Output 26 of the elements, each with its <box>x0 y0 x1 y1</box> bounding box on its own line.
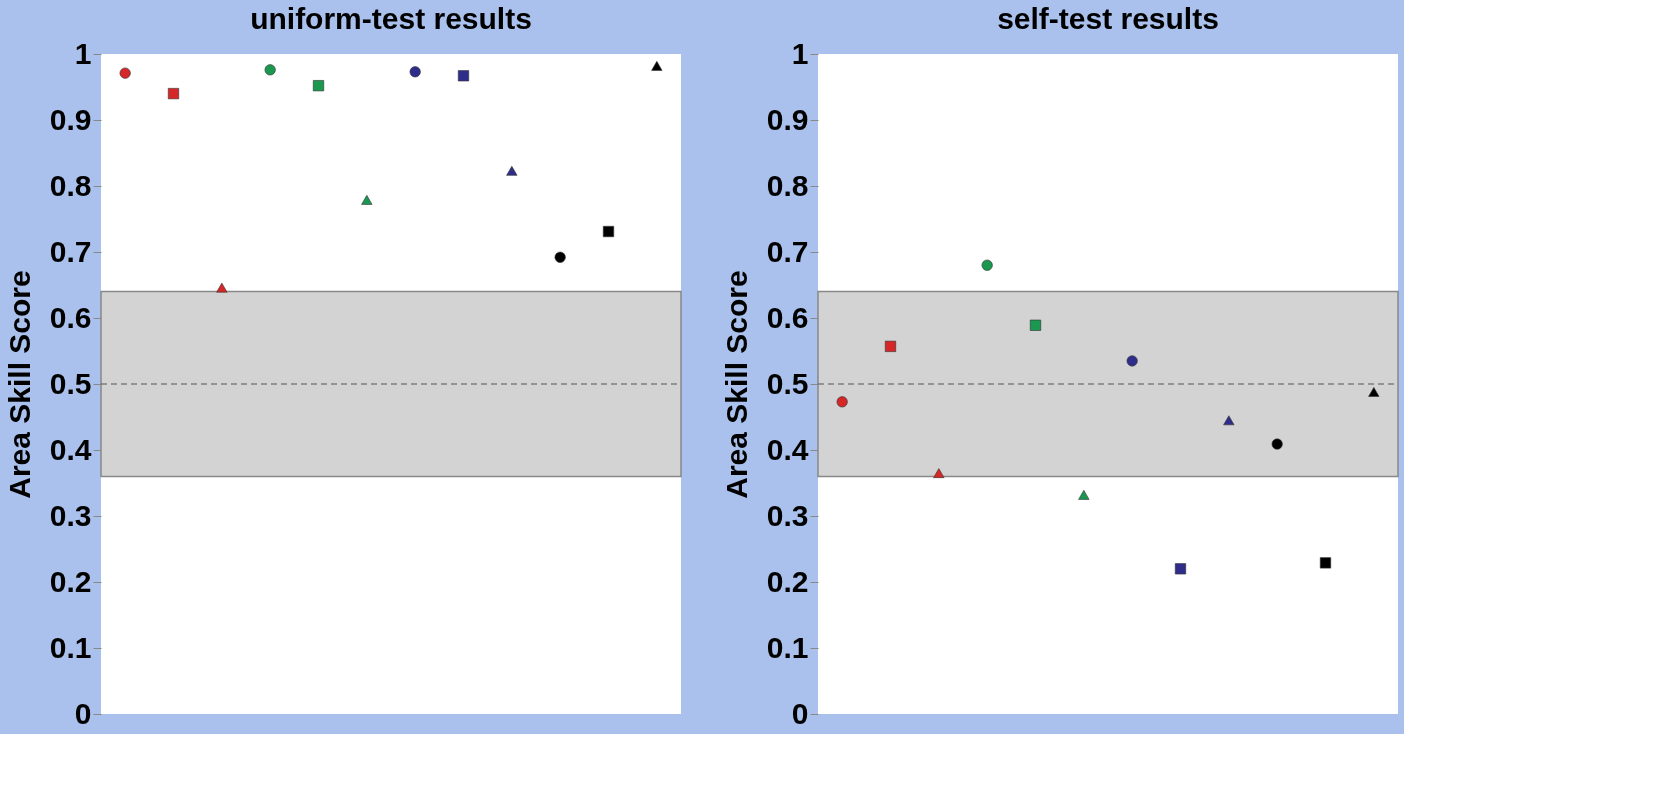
y-tick-label: 0.9 <box>49 102 92 136</box>
y-tick-label: 0.7 <box>766 234 809 268</box>
y-tick-label: 0.8 <box>49 168 92 202</box>
y-tick-label: 1 <box>74 36 92 70</box>
y-tick-label: 0.1 <box>49 630 92 664</box>
chart-title: self-test results <box>997 2 1219 35</box>
y-tick-label: 0.2 <box>766 564 809 598</box>
y-tick-label: 0 <box>791 696 809 730</box>
y-tick-label: 0.9 <box>766 102 809 136</box>
y-tick-label: 0.3 <box>766 498 809 532</box>
y-tick-label: 0.4 <box>766 432 809 466</box>
y-tick-label: 0.4 <box>49 432 92 466</box>
y-axis-title: Area Skill Score <box>2 270 36 499</box>
y-tick-label: 0 <box>74 696 92 730</box>
y-tick-label: 0.3 <box>49 498 92 532</box>
y-tick-label: 0.7 <box>49 234 92 268</box>
y-tick-label: 0.5 <box>49 366 92 400</box>
y-tick-label: 0.8 <box>766 168 809 202</box>
y-tick-label: 0.6 <box>49 300 92 334</box>
y-tick-label: 0.6 <box>766 300 809 334</box>
chart-title: uniform-test results <box>250 2 532 35</box>
y-tick-label: 1 <box>791 36 809 70</box>
y-axis-title: Area Skill Score <box>719 270 753 499</box>
y-tick-label: 0.2 <box>49 564 92 598</box>
y-tick-label: 0.1 <box>766 630 809 664</box>
y-tick-label: 0.5 <box>766 366 809 400</box>
